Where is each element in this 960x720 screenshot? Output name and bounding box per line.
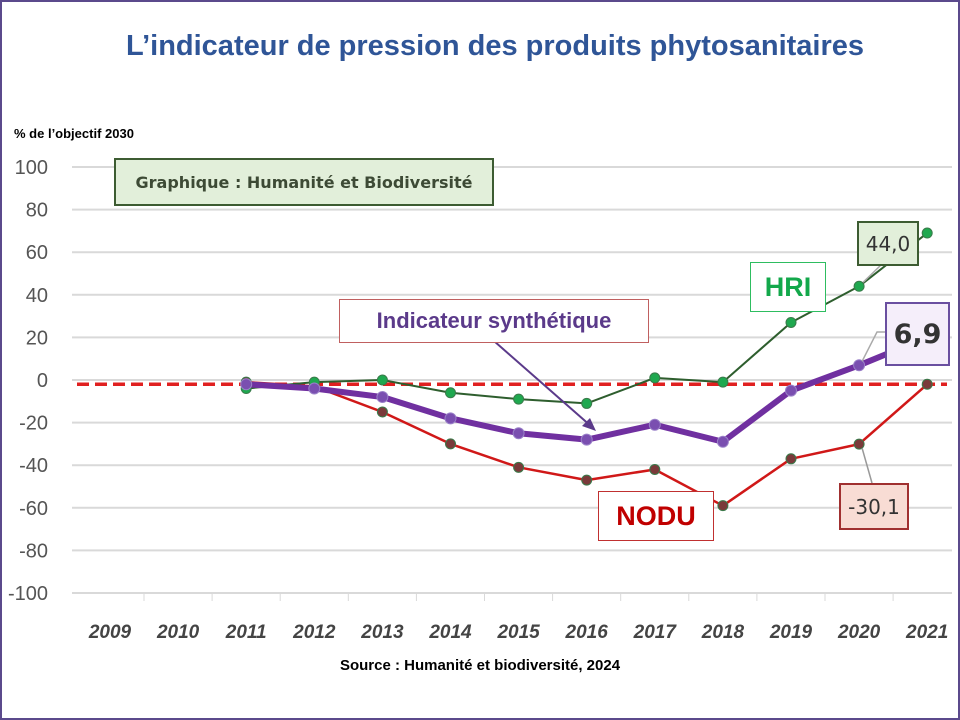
y-tick-label: -40	[19, 455, 48, 477]
data-point-nodu	[921, 378, 933, 390]
y-tick-label: -80	[19, 540, 48, 562]
nodu-value-box: -30,1	[839, 483, 909, 530]
x-tick-label: 2020	[837, 622, 881, 643]
nodu-value-leader-line	[861, 447, 873, 484]
y-tick-label: -20	[19, 413, 48, 435]
data-point-indicateur-synth-tique	[716, 435, 729, 448]
y-tick-label: 60	[26, 242, 48, 264]
data-point-hri	[581, 397, 593, 409]
nodu-value: -30,1	[848, 494, 900, 519]
x-tick-label: 2015	[496, 622, 540, 643]
data-point-hri	[921, 227, 933, 239]
y-axis-label: % de l’objectif 2030	[14, 126, 134, 141]
data-point-nodu	[376, 406, 388, 418]
data-point-hri	[785, 316, 797, 328]
data-point-nodu	[785, 453, 797, 465]
hri-label-box: HRI	[750, 262, 826, 312]
data-point-nodu	[717, 500, 729, 512]
y-tick-label: 80	[26, 200, 48, 222]
synth-value-box: 6,9	[885, 302, 950, 366]
data-point-indicateur-synth-tique	[580, 433, 593, 446]
x-tick-label: 2021	[905, 622, 948, 643]
x-tick-label: 2019	[769, 622, 813, 643]
x-tick-label: 2014	[428, 622, 472, 643]
chart-subtitle-box: Graphique : Humanité et Biodiversité	[114, 158, 494, 206]
data-point-nodu	[581, 474, 593, 486]
data-point-hri	[445, 387, 456, 399]
data-point-indicateur-synth-tique	[376, 391, 389, 404]
data-point-indicateur-synth-tique	[444, 412, 457, 425]
synth-arrow-line	[493, 340, 593, 428]
x-tick-label: 2011	[225, 622, 267, 643]
page-title: L’indicateur de pression des produits ph…	[125, 30, 865, 62]
x-tick-label: 2009	[88, 622, 132, 643]
synth-arrow-head-icon	[582, 418, 596, 431]
hri-label: HRI	[764, 271, 812, 302]
data-point-nodu	[445, 438, 456, 450]
y-tick-label: 0	[37, 370, 48, 392]
data-point-indicateur-synth-tique	[308, 382, 321, 395]
x-tick-label: 2012	[292, 622, 336, 643]
data-point-hri	[513, 393, 525, 405]
y-tick-label: 40	[26, 285, 48, 307]
hri-value-box: 44,0	[857, 221, 919, 266]
chart-subtitle: Graphique : Humanité et Biodiversité	[135, 172, 473, 192]
data-point-indicateur-synth-tique	[785, 384, 797, 397]
synth-label-box: Indicateur synthétique	[339, 299, 649, 343]
hri-value-leader-line	[862, 263, 883, 283]
data-point-nodu	[853, 438, 865, 450]
data-point-indicateur-synth-tique	[512, 427, 525, 440]
x-tick-label: 2018	[701, 622, 745, 643]
data-point-hri	[376, 374, 388, 386]
x-tick-label: 2016	[565, 622, 609, 643]
y-tick-label: -100	[8, 583, 48, 605]
nodu-label: NODU	[616, 500, 696, 531]
x-tick-label: 2010	[156, 622, 200, 643]
synth-label: Indicateur synthétique	[376, 308, 612, 333]
y-tick-label: 100	[15, 157, 48, 179]
data-point-indicateur-synth-tique	[853, 359, 866, 372]
hri-value: 44,0	[865, 231, 911, 256]
data-point-hri	[853, 280, 865, 292]
data-point-indicateur-synth-tique	[648, 418, 661, 431]
data-point-hri	[717, 376, 729, 388]
x-tick-label: 2013	[360, 622, 404, 643]
synth-value: 6,9	[893, 318, 942, 350]
y-tick-label: 20	[26, 327, 48, 349]
source-caption: Source : Humanité et biodiversité, 2024	[339, 657, 621, 674]
synth-value-leader-line	[861, 331, 887, 362]
data-point-hri	[649, 372, 661, 384]
data-point-indicateur-synth-tique	[240, 378, 253, 391]
data-point-nodu	[513, 461, 525, 473]
x-tick-label: 2017	[633, 622, 678, 643]
y-tick-label: -60	[19, 498, 48, 520]
data-point-nodu	[649, 463, 661, 475]
nodu-label-box: NODU	[598, 491, 714, 541]
